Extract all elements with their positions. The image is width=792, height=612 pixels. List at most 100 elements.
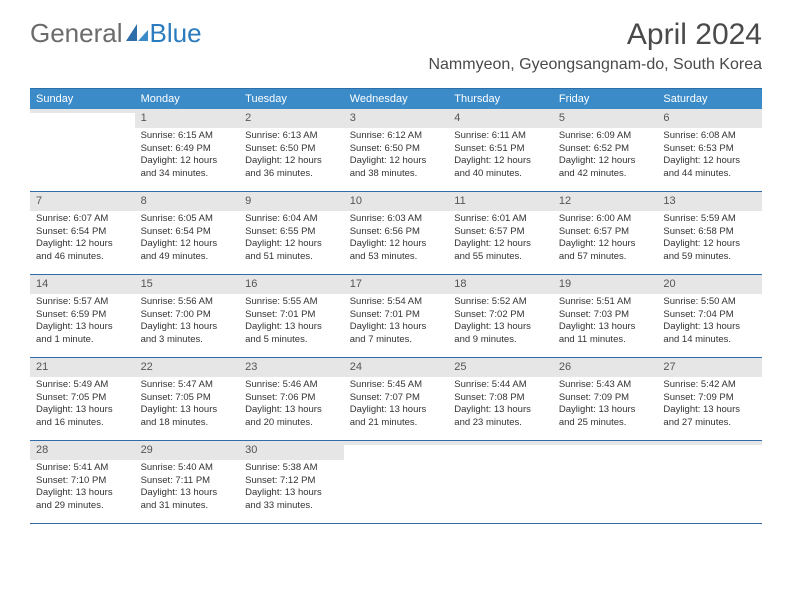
sunrise-text: Sunrise: 6:04 AM bbox=[245, 213, 338, 226]
day-number: 26 bbox=[553, 358, 658, 377]
daylight-text-2: and 44 minutes. bbox=[663, 168, 756, 181]
logo-sail-icon bbox=[126, 24, 148, 42]
day-body: Sunrise: 5:47 AMSunset: 7:05 PMDaylight:… bbox=[135, 377, 240, 436]
day-number: 28 bbox=[30, 441, 135, 460]
sunrise-text: Sunrise: 6:13 AM bbox=[245, 130, 338, 143]
day-cell bbox=[553, 441, 658, 523]
day-number bbox=[657, 441, 762, 445]
day-body: Sunrise: 5:50 AMSunset: 7:04 PMDaylight:… bbox=[657, 294, 762, 353]
day-number bbox=[448, 441, 553, 445]
daylight-text-2: and 53 minutes. bbox=[350, 251, 443, 264]
sunset-text: Sunset: 6:54 PM bbox=[36, 226, 129, 239]
daylight-text-2: and 3 minutes. bbox=[141, 334, 234, 347]
day-cell: 5Sunrise: 6:09 AMSunset: 6:52 PMDaylight… bbox=[553, 109, 658, 191]
sunrise-text: Sunrise: 5:41 AM bbox=[36, 462, 129, 475]
day-cell: 2Sunrise: 6:13 AMSunset: 6:50 PMDaylight… bbox=[239, 109, 344, 191]
day-number: 5 bbox=[553, 109, 658, 128]
day-number: 22 bbox=[135, 358, 240, 377]
day-number: 1 bbox=[135, 109, 240, 128]
day-cell: 18Sunrise: 5:52 AMSunset: 7:02 PMDayligh… bbox=[448, 275, 553, 357]
day-body: Sunrise: 5:38 AMSunset: 7:12 PMDaylight:… bbox=[239, 460, 344, 519]
sunrise-text: Sunrise: 5:38 AM bbox=[245, 462, 338, 475]
logo: General Blue bbox=[30, 18, 202, 49]
sunset-text: Sunset: 7:05 PM bbox=[141, 392, 234, 405]
daylight-text-1: Daylight: 13 hours bbox=[36, 487, 129, 500]
day-cell: 30Sunrise: 5:38 AMSunset: 7:12 PMDayligh… bbox=[239, 441, 344, 523]
day-cell: 21Sunrise: 5:49 AMSunset: 7:05 PMDayligh… bbox=[30, 358, 135, 440]
daylight-text-2: and 29 minutes. bbox=[36, 500, 129, 513]
day-cell: 15Sunrise: 5:56 AMSunset: 7:00 PMDayligh… bbox=[135, 275, 240, 357]
day-number: 10 bbox=[344, 192, 449, 211]
day-cell: 22Sunrise: 5:47 AMSunset: 7:05 PMDayligh… bbox=[135, 358, 240, 440]
week-row: 1Sunrise: 6:15 AMSunset: 6:49 PMDaylight… bbox=[30, 109, 762, 192]
day-body: Sunrise: 5:42 AMSunset: 7:09 PMDaylight:… bbox=[657, 377, 762, 436]
daylight-text-2: and 42 minutes. bbox=[559, 168, 652, 181]
day-cell: 13Sunrise: 5:59 AMSunset: 6:58 PMDayligh… bbox=[657, 192, 762, 274]
daylight-text-2: and 59 minutes. bbox=[663, 251, 756, 264]
sunrise-text: Sunrise: 5:50 AM bbox=[663, 296, 756, 309]
dow-cell: Monday bbox=[135, 89, 240, 109]
day-body: Sunrise: 6:07 AMSunset: 6:54 PMDaylight:… bbox=[30, 211, 135, 270]
day-cell: 23Sunrise: 5:46 AMSunset: 7:06 PMDayligh… bbox=[239, 358, 344, 440]
daylight-text-2: and 38 minutes. bbox=[350, 168, 443, 181]
day-body: Sunrise: 5:44 AMSunset: 7:08 PMDaylight:… bbox=[448, 377, 553, 436]
day-cell: 27Sunrise: 5:42 AMSunset: 7:09 PMDayligh… bbox=[657, 358, 762, 440]
day-number: 14 bbox=[30, 275, 135, 294]
daylight-text-2: and 18 minutes. bbox=[141, 417, 234, 430]
day-body: Sunrise: 5:56 AMSunset: 7:00 PMDaylight:… bbox=[135, 294, 240, 353]
sunset-text: Sunset: 7:08 PM bbox=[454, 392, 547, 405]
daylight-text-1: Daylight: 12 hours bbox=[350, 238, 443, 251]
sunrise-text: Sunrise: 5:56 AM bbox=[141, 296, 234, 309]
day-cell: 29Sunrise: 5:40 AMSunset: 7:11 PMDayligh… bbox=[135, 441, 240, 523]
daylight-text-2: and 31 minutes. bbox=[141, 500, 234, 513]
daylight-text-1: Daylight: 13 hours bbox=[559, 404, 652, 417]
daylight-text-1: Daylight: 13 hours bbox=[245, 321, 338, 334]
day-number: 7 bbox=[30, 192, 135, 211]
daylight-text-1: Daylight: 12 hours bbox=[663, 238, 756, 251]
daylight-text-1: Daylight: 13 hours bbox=[350, 321, 443, 334]
daylight-text-2: and 5 minutes. bbox=[245, 334, 338, 347]
sunrise-text: Sunrise: 6:09 AM bbox=[559, 130, 652, 143]
day-number: 11 bbox=[448, 192, 553, 211]
day-body: Sunrise: 5:49 AMSunset: 7:05 PMDaylight:… bbox=[30, 377, 135, 436]
dow-cell: Friday bbox=[553, 89, 658, 109]
day-cell: 20Sunrise: 5:50 AMSunset: 7:04 PMDayligh… bbox=[657, 275, 762, 357]
day-number: 12 bbox=[553, 192, 658, 211]
daylight-text-1: Daylight: 13 hours bbox=[559, 321, 652, 334]
sunrise-text: Sunrise: 5:43 AM bbox=[559, 379, 652, 392]
logo-text-blue: Blue bbox=[150, 18, 202, 49]
sunset-text: Sunset: 7:02 PM bbox=[454, 309, 547, 322]
daylight-text-1: Daylight: 12 hours bbox=[454, 155, 547, 168]
day-body: Sunrise: 5:46 AMSunset: 7:06 PMDaylight:… bbox=[239, 377, 344, 436]
daylight-text-1: Daylight: 13 hours bbox=[36, 404, 129, 417]
sunset-text: Sunset: 7:09 PM bbox=[663, 392, 756, 405]
sunset-text: Sunset: 7:00 PM bbox=[141, 309, 234, 322]
day-cell: 17Sunrise: 5:54 AMSunset: 7:01 PMDayligh… bbox=[344, 275, 449, 357]
daylight-text-1: Daylight: 12 hours bbox=[36, 238, 129, 251]
day-body: Sunrise: 6:13 AMSunset: 6:50 PMDaylight:… bbox=[239, 128, 344, 187]
dow-cell: Thursday bbox=[448, 89, 553, 109]
dow-cell: Saturday bbox=[657, 89, 762, 109]
day-cell: 3Sunrise: 6:12 AMSunset: 6:50 PMDaylight… bbox=[344, 109, 449, 191]
day-body: Sunrise: 5:52 AMSunset: 7:02 PMDaylight:… bbox=[448, 294, 553, 353]
day-of-week-header: SundayMondayTuesdayWednesdayThursdayFrid… bbox=[30, 89, 762, 109]
sunrise-text: Sunrise: 5:52 AM bbox=[454, 296, 547, 309]
day-number: 6 bbox=[657, 109, 762, 128]
daylight-text-1: Daylight: 13 hours bbox=[663, 321, 756, 334]
day-cell: 14Sunrise: 5:57 AMSunset: 6:59 PMDayligh… bbox=[30, 275, 135, 357]
sunset-text: Sunset: 7:07 PM bbox=[350, 392, 443, 405]
day-cell: 12Sunrise: 6:00 AMSunset: 6:57 PMDayligh… bbox=[553, 192, 658, 274]
daylight-text-1: Daylight: 12 hours bbox=[663, 155, 756, 168]
sunset-text: Sunset: 6:51 PM bbox=[454, 143, 547, 156]
day-body: Sunrise: 6:08 AMSunset: 6:53 PMDaylight:… bbox=[657, 128, 762, 187]
sunrise-text: Sunrise: 6:15 AM bbox=[141, 130, 234, 143]
daylight-text-1: Daylight: 13 hours bbox=[454, 321, 547, 334]
daylight-text-1: Daylight: 13 hours bbox=[141, 404, 234, 417]
daylight-text-2: and 7 minutes. bbox=[350, 334, 443, 347]
day-body: Sunrise: 6:03 AMSunset: 6:56 PMDaylight:… bbox=[344, 211, 449, 270]
day-number: 16 bbox=[239, 275, 344, 294]
logo-text-general: General bbox=[30, 18, 123, 49]
sunset-text: Sunset: 6:57 PM bbox=[559, 226, 652, 239]
sunrise-text: Sunrise: 5:42 AM bbox=[663, 379, 756, 392]
day-cell: 8Sunrise: 6:05 AMSunset: 6:54 PMDaylight… bbox=[135, 192, 240, 274]
